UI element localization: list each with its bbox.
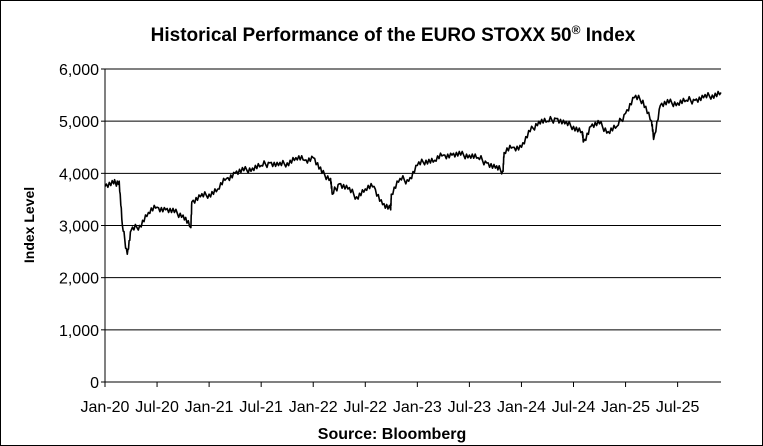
chart-title-suffix: Index (580, 25, 635, 46)
y-tick-label: 2,000 (59, 271, 99, 288)
x-tick-label: Jul-20 (135, 399, 179, 416)
source-label: Source: Bloomberg (318, 426, 466, 443)
series-layer (104, 90, 722, 255)
chart-title-main: Historical Performance of the EURO STOXX… (151, 25, 572, 46)
x-tick-label: Jul-25 (656, 399, 700, 416)
x-tick-label: Jan-24 (497, 399, 546, 416)
x-tick-label: Jan-23 (393, 399, 442, 416)
x-tick-label: Jan-20 (81, 399, 130, 416)
y-tick-labels: 0 1,000 2,000 3,000 4,000 5,000 6,000 (59, 62, 99, 392)
chart-title: Historical Performance of the EURO STOXX… (151, 23, 636, 46)
x-tick-labels: Jan-20 Jul-20 Jan-21 Jul-21 Jan-22 Jul-22 Jan-… (81, 399, 700, 416)
x-tick-label: Jul-23 (448, 399, 492, 416)
series-line (104, 90, 722, 255)
x-tick-label: Jan-22 (289, 399, 338, 416)
y-tick-label: 1,000 (59, 323, 99, 340)
chart-title-superscript: ® (572, 23, 581, 37)
x-tick-label: Jan-25 (601, 399, 650, 416)
y-axis-title: Index Level (21, 187, 37, 263)
y-tick-label: 3,000 (59, 219, 99, 236)
x-tick-label: Jul-24 (552, 399, 596, 416)
y-tick-label: 0 (90, 375, 99, 392)
y-tick-label: 6,000 (59, 62, 99, 79)
x-tick-label: Jan-21 (185, 399, 234, 416)
y-tick-label: 4,000 (59, 166, 99, 183)
x-tick-label: Jul-22 (343, 399, 387, 416)
y-tick-label: 5,000 (59, 114, 99, 131)
x-tick-label: Jul-21 (239, 399, 283, 416)
axes (101, 68, 721, 387)
